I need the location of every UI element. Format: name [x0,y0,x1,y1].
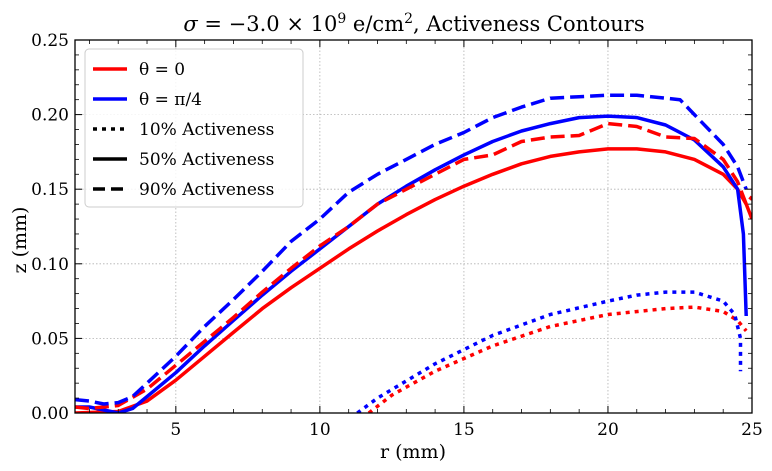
series-line-3 [75,114,748,413]
x-tick-label: 15 [453,420,475,440]
x-tick-label: 10 [309,420,331,440]
x-tick-label: 25 [741,420,763,440]
series-line-4 [75,121,752,411]
legend-label: 90% Activeness [139,180,274,200]
legend: θ = 0 θ = π/4 10% Activeness 50% Activeness… [84,48,304,208]
plot-frame [74,39,753,414]
legend-label: θ = 0 [139,60,185,80]
ticks [75,39,753,414]
series-line-5 [75,93,748,406]
series-line-0 [367,305,748,413]
x-axis-title: r (mm) [380,441,446,463]
legend-label: 10% Activeness [139,120,274,140]
y-tick-label: 0.10 [31,255,69,275]
y-tick-label: 0.20 [31,106,69,126]
tick-labels: 5 10 15 20 25 0.00 0.05 0.10 0.15 0.20 0.25 [31,31,763,440]
legend-label: 50% Activeness [139,150,274,170]
series-layer [75,93,752,413]
chart-title: σ = −3.0 × 109 e/cm2, Activeness Contour… [183,11,644,36]
y-tick-label: 0.15 [31,180,69,200]
y-tick-label: 0.00 [31,404,69,424]
series-line-1 [356,290,743,413]
legend-label: θ = π/4 [139,90,202,110]
x-tick-label: 5 [170,420,181,440]
y-tick-label: 0.25 [31,31,69,51]
series-line-2 [75,147,752,413]
y-axis-title: z (mm) [9,207,31,274]
x-tick-label: 20 [597,420,619,440]
legend-box [84,48,304,208]
y-tick-label: 0.05 [31,329,69,349]
